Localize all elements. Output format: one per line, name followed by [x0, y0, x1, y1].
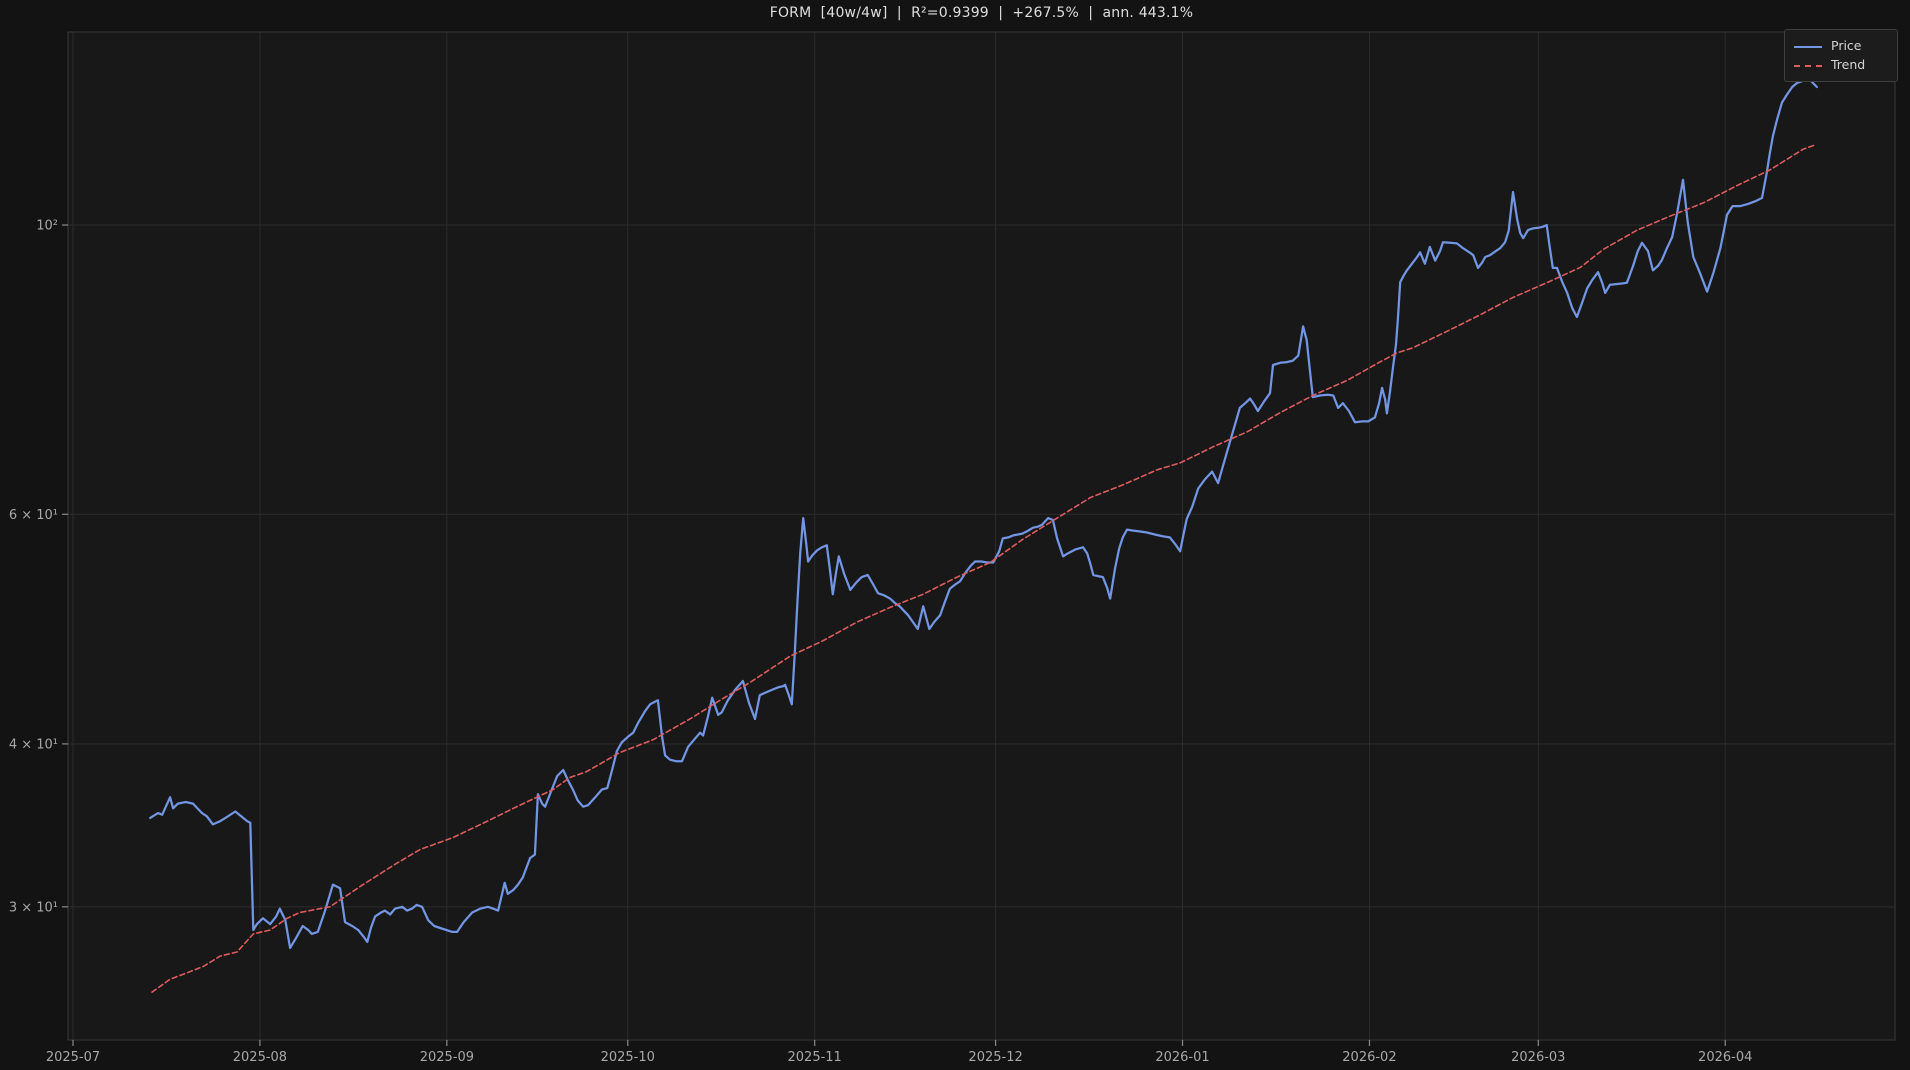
trend-line	[151, 144, 1816, 994]
y-tick-label: 3 × 10¹	[9, 900, 58, 915]
legend-item-label: Price	[1831, 38, 1862, 54]
x-tick-label: 2026-03	[1511, 1050, 1565, 1065]
price-line	[149, 74, 1819, 950]
legend: Price Trend	[1784, 29, 1898, 82]
x-tick-label: 2026-02	[1342, 1050, 1396, 1065]
x-tick-label: 2025-07	[46, 1050, 100, 1065]
x-tick-label: 2025-08	[233, 1050, 287, 1065]
trend-line-sample	[1794, 64, 1822, 67]
x-tick-label: 2025-12	[968, 1050, 1022, 1065]
price-line-sample	[1794, 45, 1822, 48]
axes-frame	[67, 31, 1896, 1041]
y-tick-label: 10²	[36, 219, 58, 234]
plot-background	[68, 32, 1895, 1040]
legend-item-price: Price	[1794, 37, 1888, 56]
x-tick-label: 2025-09	[420, 1050, 474, 1065]
legend-item-trend: Trend	[1794, 56, 1888, 75]
y-tick-label: 6 × 10¹	[9, 508, 58, 523]
legend-item-label: Trend	[1831, 57, 1866, 73]
x-tick-label: 2025-11	[788, 1050, 842, 1065]
x-tick-label: 2026-04	[1698, 1050, 1752, 1065]
x-tick-label: 2026-01	[1155, 1050, 1209, 1065]
x-tick-label: 2025-10	[601, 1050, 655, 1065]
y-tick-label: 4 × 10¹	[9, 737, 58, 752]
chart-title: FORM [40w/4w] | R²=0.9399 | +267.5% | an…	[769, 5, 1194, 21]
